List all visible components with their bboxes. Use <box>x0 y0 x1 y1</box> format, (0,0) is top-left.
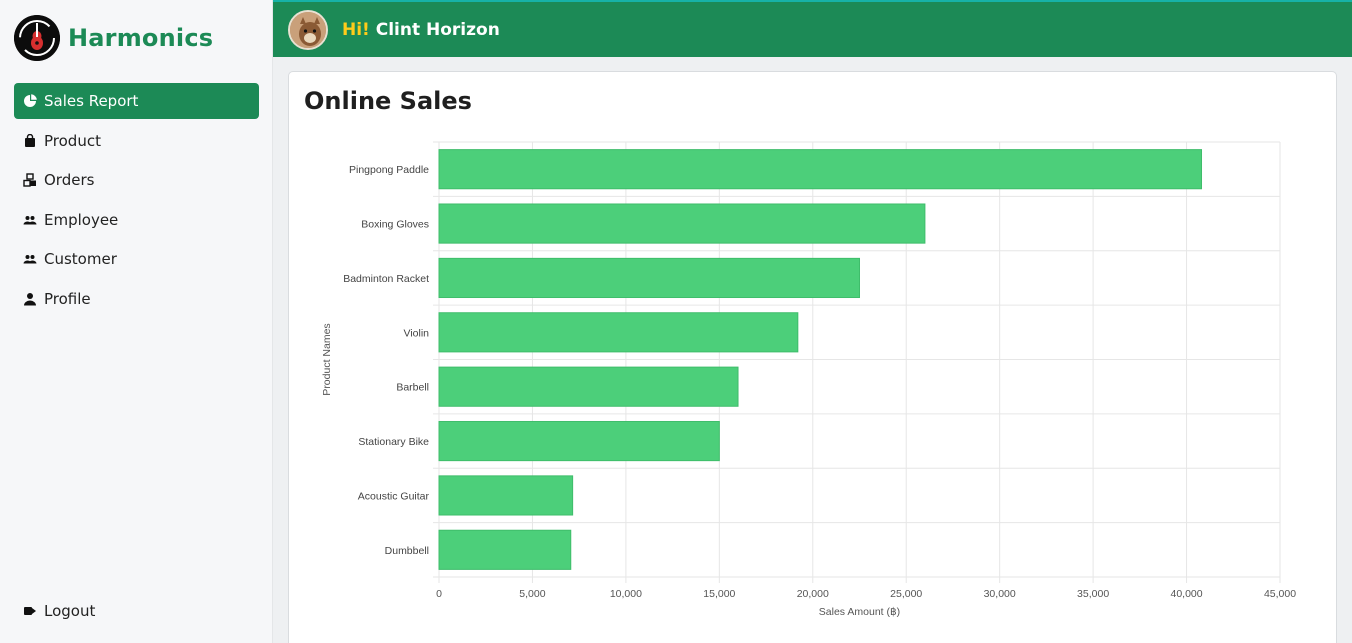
x-tick-label: 0 <box>436 588 442 600</box>
x-tick-label: 5,000 <box>519 588 545 600</box>
bar <box>438 529 572 570</box>
x-tick-label: 35,000 <box>1077 588 1109 600</box>
person-icon <box>23 292 37 306</box>
greeting-prefix: Hi! <box>342 19 370 40</box>
y-axis-title: Product Names <box>321 323 333 395</box>
page-title: Online Sales <box>304 87 472 115</box>
sidebar-item-product[interactable]: Product <box>14 123 259 159</box>
x-tick-label: 10,000 <box>610 588 642 600</box>
logout-button[interactable]: Logout <box>14 593 259 629</box>
category-label: Violin <box>404 327 430 339</box>
bar <box>438 475 574 516</box>
x-tick-label: 40,000 <box>1170 588 1202 600</box>
avatar[interactable] <box>288 9 328 50</box>
category-label: Barbell <box>396 382 429 394</box>
sidebar-item-label: Profile <box>44 289 91 308</box>
sales-card: Online Sales 0 5,000 10,000 15,000 20,000 25,… <box>288 71 1337 643</box>
category-label: Badminton Racket <box>343 273 429 285</box>
category-label: Boxing Gloves <box>361 219 429 231</box>
logout-label: Logout <box>44 602 96 620</box>
greeting: Hi! Clint Horizon <box>342 20 500 40</box>
boxes-icon <box>23 173 37 187</box>
x-tick-label: 25,000 <box>890 588 922 600</box>
sidebar-item-label: Orders <box>44 171 95 189</box>
brand-name: Harmonics <box>68 24 214 52</box>
x-tick-label: 45,000 <box>1264 588 1296 600</box>
x-axis-title: Sales Amount (฿) <box>819 606 900 618</box>
people-icon <box>23 252 37 266</box>
pie-chart-icon <box>23 94 37 108</box>
sidebar-item-customer[interactable]: Customer <box>14 241 259 277</box>
bar <box>438 203 926 244</box>
logout-icon <box>23 604 37 618</box>
sidebar-nav: Sales Report Product Orders Employee Cus… <box>14 83 259 320</box>
top-bar: Hi! Clint Horizon <box>273 0 1352 57</box>
category-label: Acoustic Guitar <box>358 490 430 502</box>
brand[interactable]: Harmonics <box>14 15 213 61</box>
user-name: Clint Horizon <box>375 19 500 40</box>
bag-icon <box>23 133 37 148</box>
sidebar-item-orders[interactable]: Orders <box>14 162 259 198</box>
bar <box>438 149 1203 190</box>
bar <box>438 420 720 462</box>
sidebar-item-sales-report[interactable]: Sales Report <box>14 83 259 119</box>
guitar-logo-icon <box>14 15 60 61</box>
x-tick-label: 15,000 <box>703 588 735 600</box>
sidebar: Harmonics Sales Report Product Orders Em… <box>0 0 273 643</box>
sidebar-item-label: Product <box>44 131 101 150</box>
sales-bar-chart: 0 5,000 10,000 15,000 20,000 25,000 30,000 35,0… <box>321 141 1296 618</box>
sidebar-item-employee[interactable]: Employee <box>14 202 259 238</box>
sidebar-item-label: Employee <box>44 210 119 229</box>
category-label: Pingpong Paddle <box>349 164 429 176</box>
x-tick-label: 30,000 <box>984 588 1016 600</box>
x-tick-label: 20,000 <box>797 588 829 600</box>
bar <box>438 312 799 353</box>
sidebar-item-profile[interactable]: Profile <box>14 281 259 317</box>
people-icon <box>23 213 37 227</box>
category-label: Stationary Bike <box>358 436 429 448</box>
bar <box>438 366 739 407</box>
category-label: Dumbbell <box>385 545 429 557</box>
sidebar-item-label: Customer <box>44 250 117 268</box>
bar <box>438 257 860 299</box>
sidebar-item-label: Sales Report <box>44 92 139 110</box>
